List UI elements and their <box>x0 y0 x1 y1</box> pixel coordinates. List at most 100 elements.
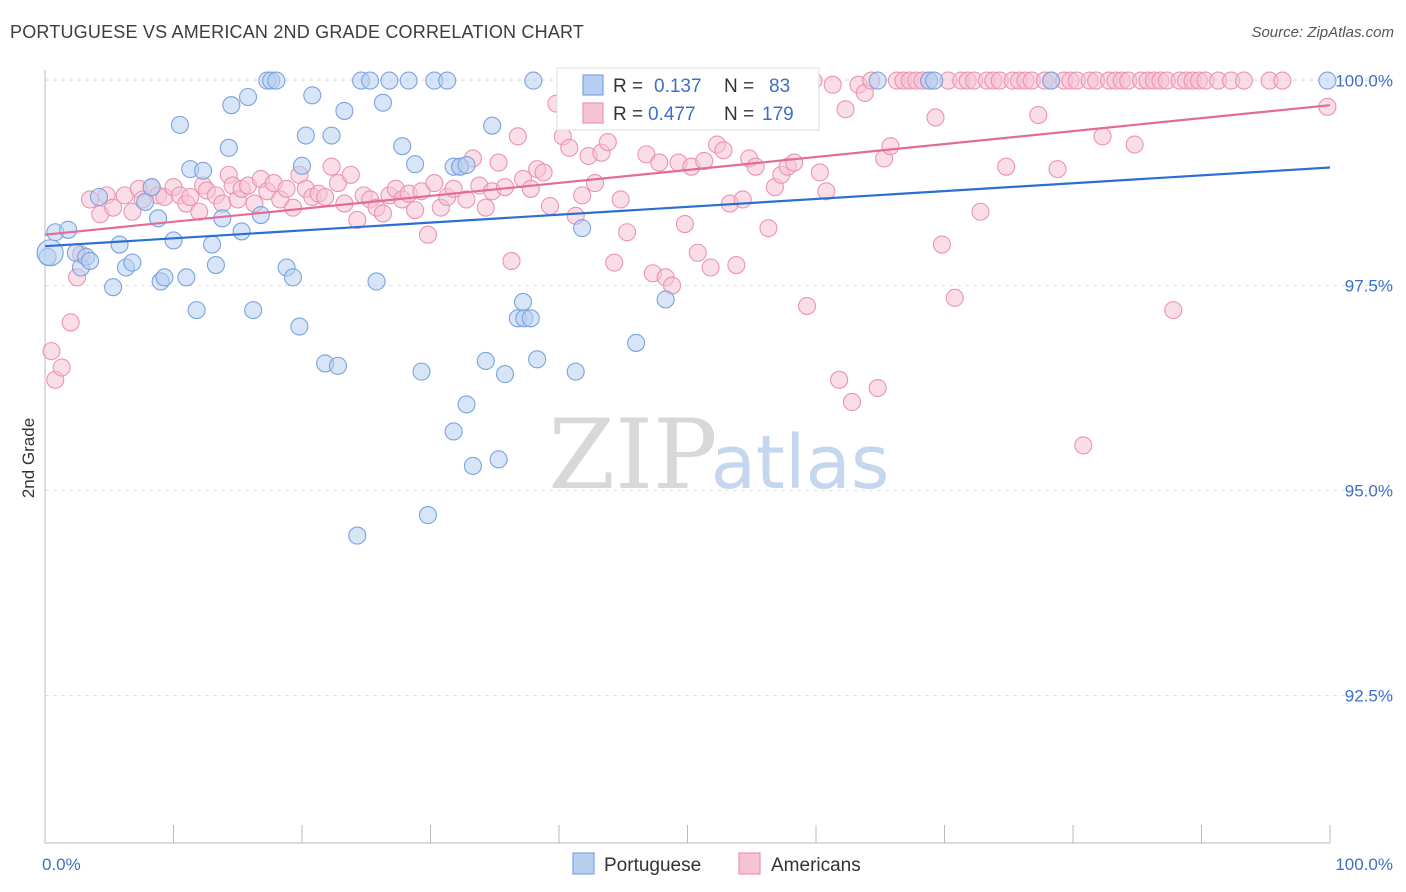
americans-point-47 <box>348 210 367 230</box>
americans-point-107 <box>733 190 752 209</box>
watermark: ZIP atlas <box>548 399 889 511</box>
portuguese-point-6 <box>80 251 100 270</box>
portuguese-point-63 <box>463 456 482 475</box>
portuguese-point-22 <box>194 161 213 180</box>
portuguese-point-large <box>36 239 64 267</box>
x-tick-label-1: 100.0% <box>1335 855 1393 874</box>
portuguese-point-27 <box>222 96 241 115</box>
americans-point-182 <box>1234 71 1253 90</box>
americans-point-56 <box>406 201 425 220</box>
americans-point-94 <box>650 153 669 172</box>
americans-point-111 <box>759 219 778 238</box>
chart-source: Source: ZipAtlas.com <box>1251 24 1394 41</box>
americans-point-46 <box>341 165 360 184</box>
portuguese-point-81 <box>1042 71 1061 90</box>
americans-point-36 <box>277 179 296 198</box>
legend-swatch-portuguese[interactable] <box>572 852 595 875</box>
americans-trend-line <box>44 104 1331 236</box>
portuguese-point-21 <box>187 301 206 320</box>
trend-lines <box>44 104 1331 248</box>
portuguese-point-43 <box>328 356 348 375</box>
portuguese-point-78 <box>868 71 887 90</box>
portuguese-point-38 <box>292 156 312 175</box>
portuguese-point-50 <box>380 71 399 90</box>
portuguese-point-9 <box>110 235 129 254</box>
portuguese-point-66 <box>489 450 508 469</box>
legend-label-americans[interactable]: Americans <box>771 855 861 876</box>
portuguese-point-74 <box>566 362 585 381</box>
gridlines <box>45 78 1395 696</box>
portuguese-point-37 <box>290 317 309 336</box>
americans-point-144 <box>971 202 990 221</box>
portuguese-point-55 <box>418 506 437 525</box>
portuguese-point-57 <box>438 71 457 90</box>
y-tick-label-1: 97.5% <box>1345 277 1393 296</box>
portuguese-points <box>36 71 1337 545</box>
portuguese-point-80 <box>925 71 944 90</box>
y-axis-title: 2nd Grade <box>19 418 38 498</box>
americans-point-20 <box>181 187 200 207</box>
portuguese-point-76 <box>627 333 646 352</box>
portuguese-point-52 <box>399 71 418 90</box>
portuguese-point-62 <box>457 155 476 175</box>
americans-point-86 <box>598 133 617 152</box>
chart-title: PORTUGUESE VS AMERICAN 2ND GRADE CORRELA… <box>10 22 585 42</box>
x-ticks <box>44 825 1331 843</box>
americans-point-168 <box>1125 135 1144 154</box>
americans-point-77 <box>540 196 560 216</box>
americans-point-92 <box>637 145 656 164</box>
portuguese-point-28 <box>232 222 251 241</box>
portuguese-point-39 <box>296 126 315 145</box>
americans-point-64 <box>457 190 476 209</box>
americans-point-82 <box>573 186 592 205</box>
stats-n-label-americans: N = <box>724 104 754 125</box>
americans-point-117 <box>797 296 817 316</box>
americans-point-0 <box>42 342 61 361</box>
americans-point-102 <box>701 258 720 277</box>
americans-point-119 <box>810 163 829 182</box>
y-tick-label-2: 95.0% <box>1345 481 1393 500</box>
portuguese-point-54 <box>412 362 431 381</box>
portuguese-point-77 <box>656 290 675 309</box>
americans-point-67 <box>476 198 495 217</box>
legend-swatch-americans[interactable] <box>738 852 761 875</box>
legend: Portuguese Americans <box>572 852 861 876</box>
portuguese-point-72 <box>524 71 543 90</box>
americans-point-120 <box>817 182 836 201</box>
americans-point-153 <box>1029 105 1048 125</box>
x-tick-label-0: 0.0% <box>42 855 81 874</box>
americans-point-37 <box>283 198 303 217</box>
portuguese-point-53 <box>406 155 425 174</box>
stats-n-value-americans: 179 <box>762 104 794 125</box>
portuguese-point-47 <box>361 71 380 90</box>
americans-point-160 <box>1074 436 1093 455</box>
stats-r-value-americans: 0.477 <box>648 104 696 125</box>
americans-point-101 <box>695 151 714 170</box>
americans-point-51 <box>373 204 393 223</box>
stats-r-label-portuguese: R = <box>613 76 643 97</box>
americans-point-163 <box>1093 127 1112 146</box>
americans-point-137 <box>926 108 945 127</box>
portuguese-point-19 <box>177 268 196 287</box>
americans-point-115 <box>785 153 804 172</box>
americans-point-72 <box>508 127 527 146</box>
watermark-atlas: atlas <box>711 420 890 506</box>
americans-point-124 <box>842 392 862 412</box>
portuguese-point-75 <box>573 219 592 238</box>
americans-point-184 <box>1273 71 1292 90</box>
x-tick-labels: 0.0% 100.0% <box>42 855 1393 874</box>
legend-label-portuguese[interactable]: Portuguese <box>604 855 701 876</box>
americans-point-59 <box>425 174 444 193</box>
americans-point-71 <box>502 251 521 270</box>
americans-point-74 <box>521 179 540 198</box>
portuguese-point-64 <box>476 351 495 371</box>
stats-r-label-americans: R = <box>613 104 643 125</box>
americans-point-156 <box>1048 160 1067 179</box>
portuguese-point-18 <box>170 115 189 134</box>
portuguese-point-82 <box>1318 71 1337 90</box>
stats-n-value-portuguese: 83 <box>769 76 790 97</box>
americans-point-148 <box>997 157 1016 176</box>
stats-swatch-portuguese <box>582 74 604 96</box>
americans-point-100 <box>688 243 707 262</box>
portuguese-point-7 <box>89 187 109 207</box>
